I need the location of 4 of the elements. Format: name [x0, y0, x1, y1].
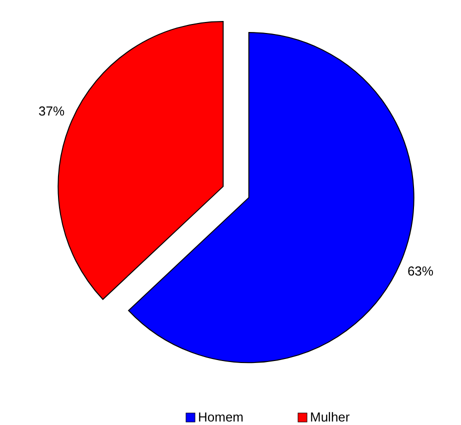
data-label: 63%	[407, 263, 434, 278]
legend-label: Mulher	[310, 409, 350, 424]
data-label: 37%	[38, 104, 65, 119]
legend-label: Homem	[198, 409, 244, 424]
